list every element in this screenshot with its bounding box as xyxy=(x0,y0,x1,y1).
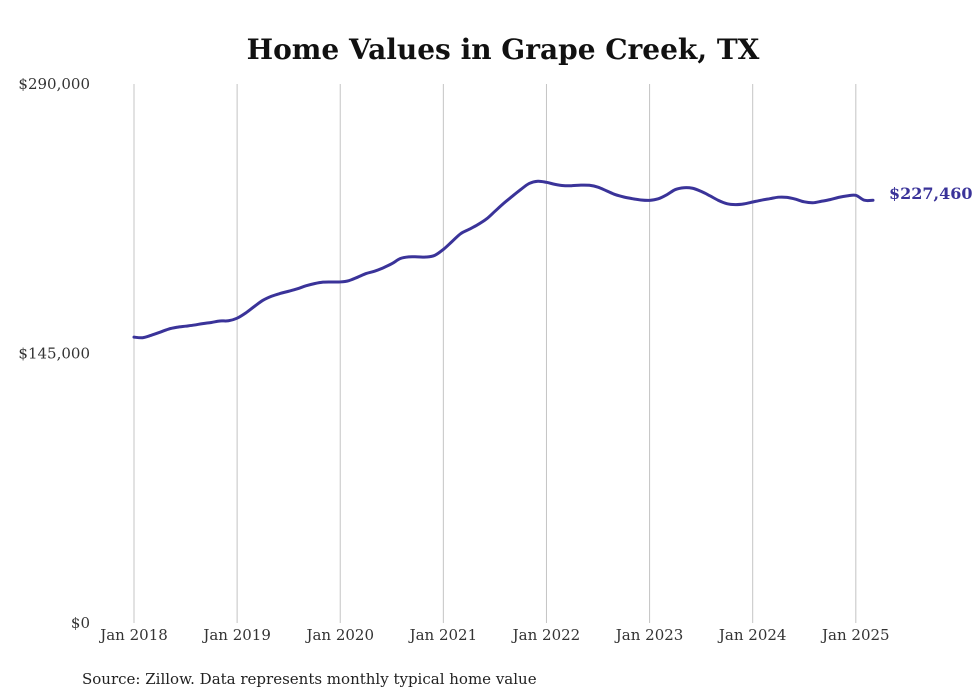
x-tick-label: Jan 2025 xyxy=(820,626,890,644)
y-tick-label: $0 xyxy=(71,614,90,632)
x-tick-label: Jan 2023 xyxy=(614,626,684,644)
y-axis: $0 $145,000 $290,000 xyxy=(18,75,90,632)
chart-title: Home Values in Grape Creek, TX xyxy=(247,33,760,66)
x-tick-label: Jan 2019 xyxy=(201,626,271,644)
y-tick-label: $290,000 xyxy=(18,75,90,93)
x-tick-label: Jan 2021 xyxy=(408,626,478,644)
series-line xyxy=(132,179,875,340)
x-tick-label: Jan 2018 xyxy=(98,626,168,644)
x-tick-label: Jan 2024 xyxy=(717,626,787,644)
source-note: Source: Zillow. Data represents monthly … xyxy=(82,670,537,688)
y-tick-label: $145,000 xyxy=(18,345,90,363)
x-tick-label: Jan 2020 xyxy=(304,626,374,644)
end-value-label: $227,460 xyxy=(889,184,973,203)
vertical-gridlines xyxy=(133,84,857,623)
x-tick-label: Jan 2022 xyxy=(511,626,581,644)
x-axis: Jan 2018 Jan 2019 Jan 2020 Jan 2021 Jan 2022… xyxy=(98,626,889,644)
